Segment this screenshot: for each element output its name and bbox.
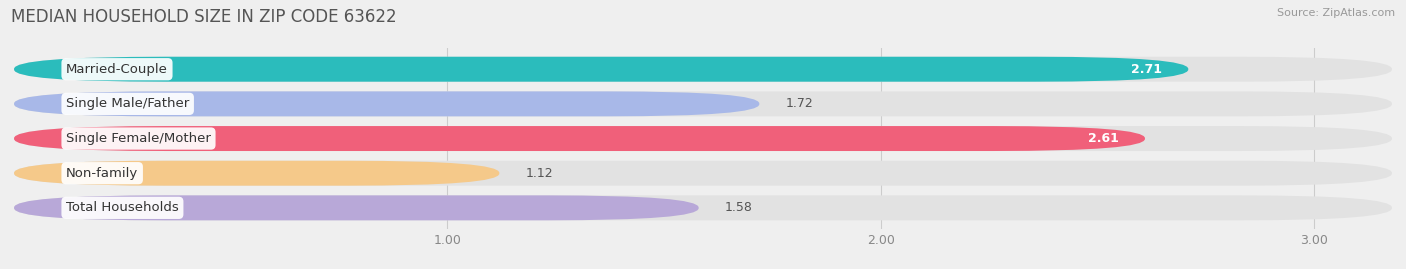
FancyBboxPatch shape — [14, 161, 499, 186]
Text: 1.58: 1.58 — [724, 201, 752, 214]
FancyBboxPatch shape — [14, 195, 1392, 220]
Text: 1.12: 1.12 — [526, 167, 553, 180]
FancyBboxPatch shape — [14, 195, 699, 220]
FancyBboxPatch shape — [14, 126, 1144, 151]
FancyBboxPatch shape — [14, 126, 1392, 151]
Text: Single Male/Father: Single Male/Father — [66, 97, 190, 110]
Text: Single Female/Mother: Single Female/Mother — [66, 132, 211, 145]
FancyBboxPatch shape — [14, 161, 1392, 186]
Text: 1.72: 1.72 — [786, 97, 813, 110]
Text: Married-Couple: Married-Couple — [66, 63, 167, 76]
Text: 2.61: 2.61 — [1088, 132, 1119, 145]
Text: 2.71: 2.71 — [1132, 63, 1163, 76]
FancyBboxPatch shape — [14, 57, 1188, 82]
Text: Total Households: Total Households — [66, 201, 179, 214]
Text: Source: ZipAtlas.com: Source: ZipAtlas.com — [1277, 8, 1395, 18]
Text: Non-family: Non-family — [66, 167, 138, 180]
FancyBboxPatch shape — [14, 91, 1392, 116]
Text: MEDIAN HOUSEHOLD SIZE IN ZIP CODE 63622: MEDIAN HOUSEHOLD SIZE IN ZIP CODE 63622 — [11, 8, 396, 26]
FancyBboxPatch shape — [14, 91, 759, 116]
FancyBboxPatch shape — [14, 57, 1392, 82]
